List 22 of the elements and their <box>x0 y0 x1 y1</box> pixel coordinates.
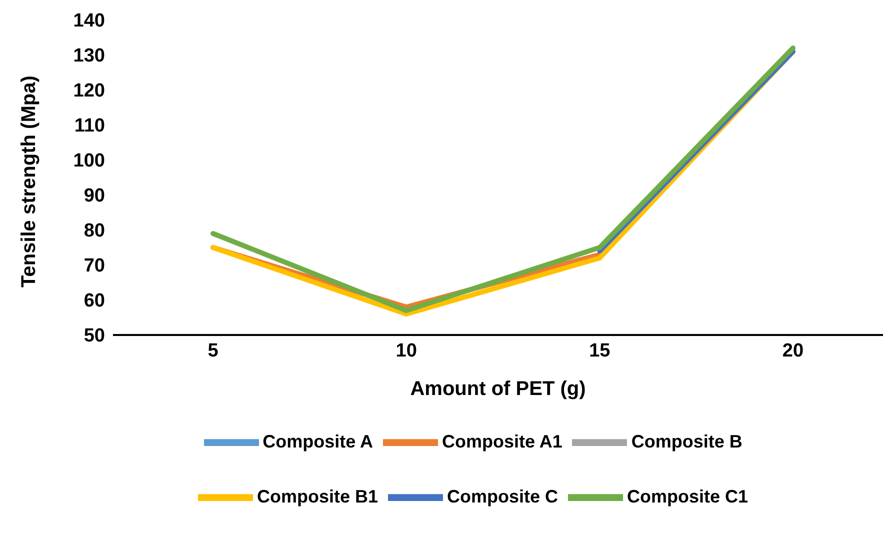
legend-label: Composite C1 <box>627 486 748 506</box>
y-tick-label: 110 <box>74 116 105 137</box>
y-tick-label: 60 <box>84 290 105 312</box>
legend-label: Composite A <box>262 431 373 452</box>
x-tick-label: 10 <box>396 340 417 362</box>
x-axis-title: Amount of PET (g) <box>410 378 586 400</box>
y-tick-label: 100 <box>73 150 105 172</box>
y-tick-label: 50 <box>84 326 105 347</box>
y-tick-label: 130 <box>73 46 105 67</box>
y-tick-label: 120 <box>73 80 105 102</box>
x-tick-label: 15 <box>589 340 611 362</box>
y-tick-label: 70 <box>84 256 105 277</box>
x-tick-label: 20 <box>782 340 804 362</box>
legend-label: Composite B1 <box>256 486 378 506</box>
y-tick-label: 90 <box>84 186 105 207</box>
legend-label: Composite B <box>631 431 742 452</box>
legend-label: Composite C <box>446 486 558 506</box>
x-tick-label: 5 <box>208 340 219 362</box>
y-axis-title: Tensile strength (Mpa) <box>18 76 40 288</box>
y-tick-label: 80 <box>84 220 105 242</box>
legend-label: Composite A1 <box>442 431 562 452</box>
y-tick-label: 140 <box>73 10 105 32</box>
